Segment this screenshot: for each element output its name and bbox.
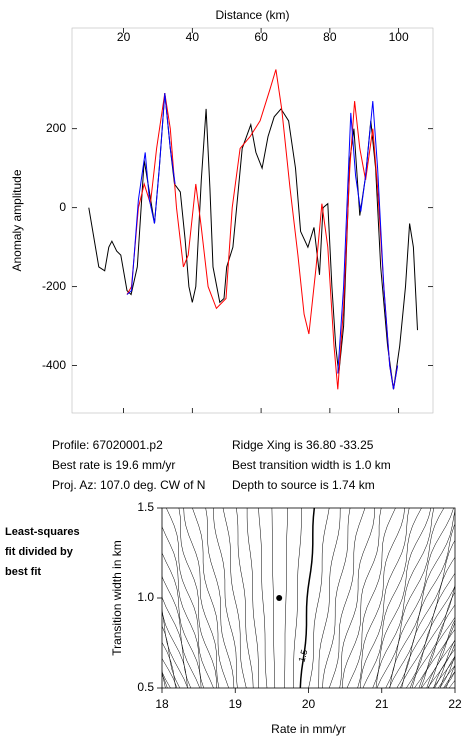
contour-line [339,508,375,688]
contour-line [409,591,455,688]
x-tick-label: 80 [323,30,337,44]
contour-line [433,648,455,688]
contour-line [437,664,455,688]
info-text: Best rate is 19.6 mm/yr [52,458,175,472]
y-tick-label: 200 [46,121,66,135]
contour-line [246,508,259,688]
contour-line [205,508,235,688]
y-tick-label: 1.5 [137,500,154,514]
contour-line [389,509,455,688]
profile-line [126,93,399,390]
contour-line [166,508,214,688]
contour-line [360,508,410,688]
contour-line [375,508,435,688]
contour-line [162,526,204,688]
contour-line [444,671,455,688]
contour-line [406,585,455,688]
contour-line [162,552,202,688]
contour-line [418,621,455,688]
x-tick-label: 18 [155,697,169,711]
x-tick-label: 100 [389,30,409,44]
side-note: fit divided by [5,546,74,558]
x-axis-label: Distance (km) [215,8,289,22]
contour-line [178,508,217,688]
profile-line [126,69,399,390]
info-text: Profile: 67020001.p2 [52,438,163,452]
contour-line [421,619,455,688]
contour-line [439,655,455,688]
x-tick-label: 22 [448,697,462,711]
y-tick-label: -400 [42,358,66,372]
contour-line [213,508,238,688]
contour-line [388,523,455,688]
y-tick-label: 0 [59,200,66,214]
y-axis-label: Transition width in km [110,540,124,656]
x-tick-label: 20 [302,697,316,711]
contour-line [162,669,166,688]
contour-line [162,641,176,688]
contour-line [357,508,405,688]
contour-line [299,508,316,688]
contour-line [428,628,455,688]
side-note: Least-squares [5,526,80,538]
contour-line [420,616,455,688]
y-axis-label: Anomaly amplitude [10,169,24,271]
contour-line [183,508,220,688]
x-axis-label: Rate in mm/yr [271,722,346,736]
info-text: Proj. Az: 107.0 deg. CW of N [52,478,205,492]
info-text: Ridge Xing is 36.80 -33.25 [232,438,374,452]
contour-line [293,508,302,688]
side-note: best fit [5,566,41,578]
contour-line [385,508,454,688]
contour-line [317,508,341,688]
contour-line [322,508,351,688]
plot-frame [71,27,434,414]
profile-line [88,93,418,390]
contour-line [192,508,229,688]
contour-line [362,508,422,688]
contour-line [342,508,382,688]
contour-line [376,508,445,688]
y-tick-label: -200 [42,279,66,293]
x-tick-label: 20 [117,30,131,44]
contour-line [308,508,330,688]
x-tick-label: 19 [229,697,243,711]
contour-label: 1.5 [297,648,310,663]
contour-line [426,639,455,688]
x-tick-label: 60 [254,30,268,44]
contour-line [162,674,168,688]
contour-line [258,508,268,688]
contour-line [434,639,455,688]
contour-line [427,642,455,688]
contour-line [400,572,455,688]
x-tick-label: 21 [375,697,389,711]
info-text: Depth to source is 1.74 km [232,478,375,492]
x-tick-label: 40 [186,30,200,44]
contour-line [222,508,247,688]
contour-line [414,604,455,688]
contour-line [401,556,455,688]
contour-line [346,508,396,688]
info-text: Best transition width is 1.0 km [232,458,391,472]
best-fit-point [276,595,283,601]
y-tick-label: 0.5 [137,680,154,694]
contour-line [236,508,254,688]
contour-line [439,654,455,688]
y-tick-label: 1.0 [137,590,154,604]
plot-frame [161,507,456,689]
contour-line [445,665,455,688]
contour-line [162,607,188,688]
contour-line [328,508,366,688]
contour-line [284,508,288,688]
contour-line [162,575,201,688]
contour-line [162,611,188,688]
contour-line [271,508,276,688]
contour-field [162,508,455,688]
contour-line [372,508,432,688]
